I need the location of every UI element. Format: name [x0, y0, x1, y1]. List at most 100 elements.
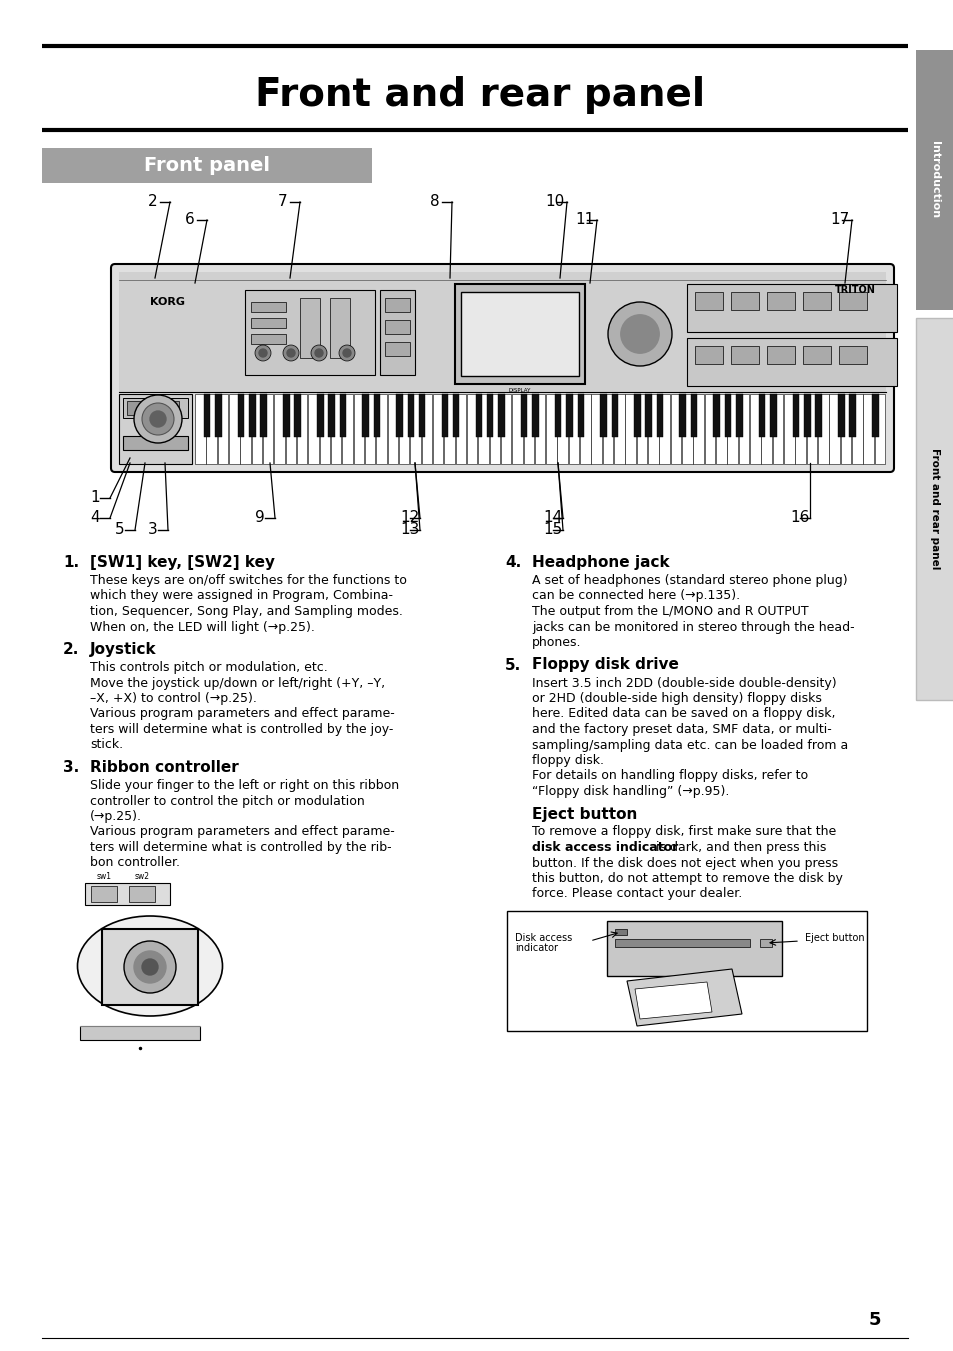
- Bar: [91, 886, 117, 902]
- Text: TRITON: TRITON: [834, 285, 875, 295]
- Text: 14: 14: [542, 511, 561, 526]
- Text: Joystick: Joystick: [90, 642, 156, 657]
- Bar: [874, 394, 884, 463]
- Bar: [815, 394, 821, 438]
- Bar: [477, 394, 488, 463]
- Bar: [251, 334, 286, 345]
- Text: 2.: 2.: [63, 642, 79, 657]
- Bar: [568, 394, 578, 463]
- Text: Ribbon controller: Ribbon controller: [90, 761, 238, 775]
- Text: 12: 12: [399, 511, 418, 526]
- Text: 1: 1: [90, 490, 99, 505]
- Text: 11: 11: [575, 212, 594, 227]
- Bar: [693, 394, 703, 463]
- Text: These keys are on/off switches for the functions to: These keys are on/off switches for the f…: [90, 574, 406, 586]
- Circle shape: [338, 345, 355, 361]
- Bar: [837, 394, 843, 438]
- Text: Front and rear panel: Front and rear panel: [254, 76, 704, 113]
- Bar: [249, 394, 255, 438]
- Bar: [851, 394, 862, 463]
- Text: For details on handling floppy disks, refer to: For details on handling floppy disks, re…: [532, 770, 807, 782]
- Text: 5: 5: [115, 523, 125, 538]
- Bar: [217, 394, 228, 463]
- Text: Disk access: Disk access: [515, 934, 572, 943]
- Bar: [599, 394, 606, 438]
- Bar: [129, 886, 154, 902]
- Bar: [102, 929, 198, 1005]
- Bar: [625, 394, 636, 463]
- Bar: [506, 911, 866, 1031]
- Bar: [395, 394, 402, 438]
- Text: this button, do not attempt to remove the disk by: this button, do not attempt to remove th…: [532, 871, 842, 885]
- Text: 5: 5: [868, 1310, 881, 1329]
- Bar: [362, 394, 369, 438]
- Text: To remove a floppy disk, first make sure that the: To remove a floppy disk, first make sure…: [532, 825, 836, 839]
- Bar: [749, 394, 760, 463]
- Bar: [157, 401, 179, 415]
- Bar: [840, 394, 850, 463]
- Text: tion, Sequencer, Song Play, and Sampling modes.: tion, Sequencer, Song Play, and Sampling…: [90, 605, 402, 617]
- Text: or 2HD (double-side high density) floppy disks: or 2HD (double-side high density) floppy…: [532, 692, 821, 705]
- Bar: [385, 342, 410, 357]
- Text: 4: 4: [90, 511, 99, 526]
- Text: (→p.25).: (→p.25).: [90, 811, 142, 823]
- Bar: [760, 394, 771, 463]
- Bar: [736, 394, 741, 438]
- Bar: [647, 394, 658, 463]
- Bar: [795, 394, 805, 463]
- Bar: [545, 394, 557, 463]
- Bar: [634, 394, 640, 438]
- Bar: [792, 394, 799, 438]
- Text: “Floppy disk handling” (→p.95).: “Floppy disk handling” (→p.95).: [532, 785, 729, 798]
- Bar: [274, 394, 285, 463]
- FancyBboxPatch shape: [111, 263, 893, 471]
- Bar: [772, 394, 782, 463]
- Text: sw2: sw2: [134, 871, 150, 881]
- Bar: [512, 394, 522, 463]
- Text: This controls pitch or modulation, etc.: This controls pitch or modulation, etc.: [90, 661, 328, 674]
- Bar: [252, 394, 262, 463]
- Polygon shape: [626, 969, 741, 1025]
- Bar: [783, 394, 794, 463]
- Bar: [915, 50, 953, 309]
- Bar: [251, 303, 286, 312]
- Bar: [802, 346, 830, 363]
- Bar: [730, 292, 759, 309]
- Text: sampling/sampling data etc. can be loaded from a: sampling/sampling data etc. can be loade…: [532, 739, 847, 751]
- Text: DISPLAY: DISPLAY: [508, 388, 531, 393]
- Bar: [330, 299, 350, 358]
- Bar: [769, 394, 776, 438]
- Bar: [194, 394, 205, 463]
- Bar: [577, 394, 583, 438]
- Text: 10: 10: [544, 195, 563, 209]
- Bar: [690, 394, 697, 438]
- Bar: [456, 394, 466, 463]
- Bar: [802, 292, 830, 309]
- Bar: [85, 884, 170, 905]
- Bar: [828, 394, 839, 463]
- Bar: [500, 394, 511, 463]
- Text: 9: 9: [254, 511, 265, 526]
- Text: Insert 3.5 inch 2DD (double-side double-density): Insert 3.5 inch 2DD (double-side double-…: [532, 677, 836, 689]
- Bar: [532, 394, 538, 438]
- Bar: [565, 394, 572, 438]
- Bar: [766, 346, 794, 363]
- Bar: [862, 394, 873, 463]
- Bar: [520, 394, 527, 438]
- Bar: [555, 394, 561, 438]
- Text: indicator: indicator: [515, 943, 558, 952]
- Bar: [308, 394, 318, 463]
- Text: Front and rear panel: Front and rear panel: [929, 449, 939, 570]
- Bar: [686, 338, 896, 386]
- Bar: [489, 394, 499, 463]
- Bar: [602, 394, 613, 463]
- Bar: [838, 292, 866, 309]
- Bar: [119, 272, 885, 392]
- Bar: [606, 921, 781, 975]
- Bar: [342, 394, 353, 463]
- Bar: [385, 320, 410, 334]
- Bar: [299, 299, 319, 358]
- Bar: [237, 394, 244, 438]
- Text: 5.: 5.: [504, 658, 520, 673]
- Circle shape: [133, 951, 166, 984]
